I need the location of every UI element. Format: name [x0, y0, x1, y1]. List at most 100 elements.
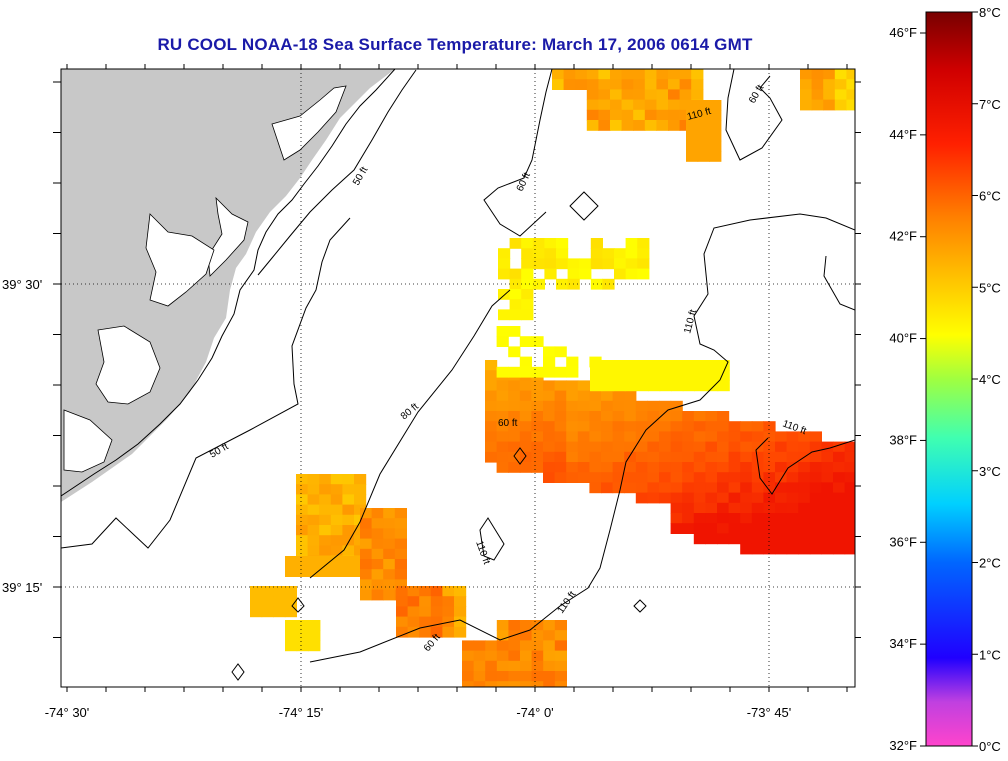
sst-cell — [705, 523, 718, 534]
sst-cell — [717, 462, 730, 473]
sst-cell — [396, 586, 409, 597]
bay-water — [145, 213, 215, 307]
sst-cell — [670, 441, 683, 453]
sst-cell — [462, 650, 475, 662]
sst-cell — [786, 523, 799, 534]
sst-cell — [659, 411, 672, 422]
lat-tick-label: 39° 15' — [2, 580, 42, 595]
sst-cell — [360, 548, 373, 560]
sst-cell — [261, 606, 274, 618]
sst-cell — [519, 431, 532, 443]
sst-cell — [407, 626, 420, 638]
sst-cell — [635, 451, 648, 463]
sst-cell — [485, 660, 498, 672]
sst-cell — [371, 508, 384, 519]
sst-cell — [671, 380, 684, 392]
sst-cell — [740, 492, 753, 504]
sst-cell — [697, 140, 710, 152]
sst-cell — [589, 431, 602, 443]
sst-cell — [621, 69, 634, 80]
sst-cell — [751, 533, 764, 545]
sst-cell — [740, 543, 753, 555]
sst-cell — [809, 472, 822, 483]
sst-cell — [430, 606, 443, 618]
sst-cell — [396, 616, 409, 628]
sst-cell — [556, 258, 569, 270]
sst-cell — [693, 421, 706, 432]
contour-50ft-north — [257, 69, 417, 276]
sst-cell — [296, 630, 309, 641]
sst-cell — [612, 400, 625, 412]
sst-cell — [521, 299, 534, 310]
sst-cell — [496, 380, 509, 392]
sst-cell — [307, 484, 320, 495]
sst-cell — [556, 278, 569, 290]
sst-cell — [751, 441, 764, 453]
sst-cell — [846, 99, 855, 111]
sst-cell — [296, 566, 309, 577]
sst-cell — [430, 586, 443, 597]
sst-cell — [601, 380, 614, 392]
sst-cell — [686, 110, 699, 121]
sst-cell — [419, 616, 432, 628]
sst-cell — [519, 336, 532, 347]
sst-cell — [496, 650, 509, 662]
sst-cell — [624, 441, 637, 453]
sst-cell — [531, 671, 544, 682]
colorbar-f-label: 46°F — [889, 25, 917, 40]
sst-cell — [442, 586, 455, 597]
sst-cell — [383, 518, 396, 529]
sst-cell — [589, 462, 602, 473]
land-area — [61, 69, 396, 502]
sst-cell — [844, 472, 855, 483]
colorbar-c-label: 3°C — [979, 464, 1001, 479]
sst-cell — [679, 99, 692, 111]
sst-cell — [319, 494, 332, 506]
sst-cell — [635, 462, 648, 473]
contour-small-diamond-3 — [291, 597, 305, 613]
sst-cell — [360, 569, 373, 580]
sst-cell — [371, 559, 384, 570]
sst-cell — [496, 411, 509, 422]
sst-cell — [717, 482, 730, 494]
sst-cell — [717, 472, 730, 483]
sst-cell — [786, 482, 799, 494]
sst-cell — [659, 451, 672, 463]
sst-cell — [485, 370, 498, 381]
sst-cell — [809, 543, 822, 555]
sst-cell — [360, 559, 373, 570]
sst-cell — [682, 462, 695, 473]
sst-cell — [644, 99, 657, 111]
sst-cell — [520, 630, 533, 641]
contour-label: 50 ft — [351, 165, 370, 188]
sst-cell — [786, 451, 799, 463]
contour-110ft — [823, 255, 855, 311]
sst-cell — [508, 431, 521, 443]
sst-cell — [682, 431, 695, 443]
sst-cell — [637, 258, 650, 270]
sst-cell — [307, 494, 320, 506]
sst-cell — [705, 502, 718, 514]
sst-cell — [383, 579, 396, 591]
sst-cell — [775, 482, 788, 494]
sst-cell — [319, 556, 332, 567]
sst-cell — [354, 484, 367, 495]
colorbar-c-label: 5°C — [979, 280, 1001, 295]
map-frame — [60, 68, 856, 688]
sst-cell — [319, 566, 332, 577]
contour-110ft-east — [755, 437, 855, 495]
sst-cell — [625, 268, 638, 280]
sst-cell — [668, 99, 681, 111]
sst-cell — [602, 248, 615, 259]
sst-cell — [330, 545, 343, 557]
lon-tick-label: -73° 45' — [747, 705, 792, 720]
sst-cell — [823, 79, 836, 90]
sst-cell — [601, 451, 614, 463]
sst-cell — [647, 451, 660, 463]
sst-cell — [624, 360, 637, 371]
sst-cell — [671, 360, 684, 371]
sst-cell — [354, 474, 367, 485]
sst-cell — [610, 69, 623, 80]
sst-cell — [763, 431, 776, 443]
sst-cell — [786, 472, 799, 483]
